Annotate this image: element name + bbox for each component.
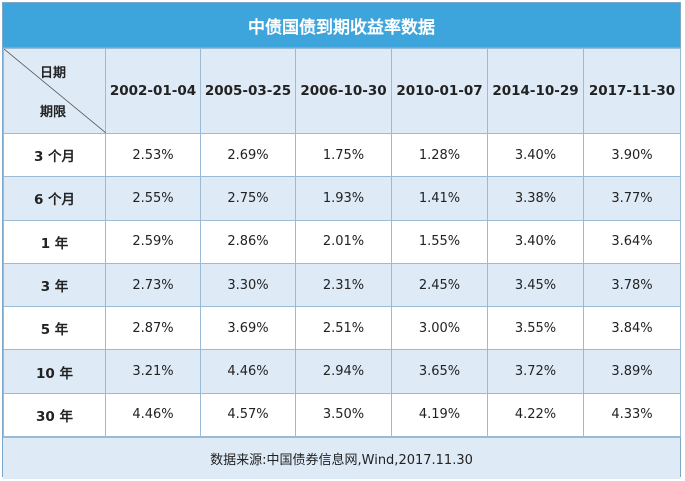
yield-cell: 3.78%	[583, 262, 681, 308]
yield-cell: 2.55%	[105, 176, 201, 221]
yield-cell: 2.59%	[105, 219, 201, 264]
yield-cell: 3.69%	[200, 306, 296, 351]
column-header: 2014-10-29	[487, 48, 584, 134]
row-term-label: 3 年	[3, 262, 106, 308]
yield-cell: 4.46%	[105, 392, 201, 438]
table-row: 10 年 3.21% 4.46% 2.94% 3.65% 3.72% 3.89%	[3, 349, 681, 394]
yield-cell: 3.00%	[391, 306, 488, 351]
column-header: 2010-01-07	[391, 48, 488, 134]
yield-cell: 2.51%	[295, 306, 392, 351]
table-title: 中债国债到期收益率数据	[3, 3, 680, 48]
column-header: 2006-10-30	[295, 48, 392, 134]
row-term-label: 10 年	[3, 349, 106, 394]
yield-cell: 2.31%	[295, 262, 392, 308]
yield-cell: 2.94%	[295, 349, 392, 394]
yield-cell: 3.84%	[583, 306, 681, 351]
yield-cell: 3.77%	[583, 176, 681, 221]
yield-cell: 3.30%	[200, 262, 296, 308]
yield-cell: 4.22%	[487, 392, 584, 438]
yield-cell: 3.55%	[487, 306, 584, 351]
table-row: 1 年 2.59% 2.86% 2.01% 1.55% 3.40% 3.64%	[3, 219, 681, 264]
yield-cell: 3.40%	[487, 132, 584, 178]
yield-cell: 2.87%	[105, 306, 201, 351]
yield-cell: 3.65%	[391, 349, 488, 394]
row-term-label: 5 年	[3, 306, 106, 351]
yield-table: 日期 期限 2002-01-04 2005-03-25 2006-10-30 2…	[3, 48, 681, 438]
row-term-label: 30 年	[3, 392, 106, 438]
table-row: 6 个月 2.55% 2.75% 1.93% 1.41% 3.38% 3.77%	[3, 176, 681, 221]
yield-cell: 4.33%	[583, 392, 681, 438]
yield-cell: 1.93%	[295, 176, 392, 221]
yield-cell: 3.50%	[295, 392, 392, 438]
yield-cell: 3.45%	[487, 262, 584, 308]
row-term-label: 1 年	[3, 219, 106, 264]
yield-cell: 3.21%	[105, 349, 201, 394]
yield-cell: 4.19%	[391, 392, 488, 438]
row-term-label: 6 个月	[3, 176, 106, 221]
yield-cell: 1.75%	[295, 132, 392, 178]
yield-cell: 3.64%	[583, 219, 681, 264]
table-row: 3 年 2.73% 3.30% 2.31% 2.45% 3.45% 3.78%	[3, 262, 681, 308]
yield-cell: 4.57%	[200, 392, 296, 438]
source-note: 数据来源:中国债券信息网,Wind,2017.11.30	[3, 437, 680, 480]
corner-date-label: 日期	[40, 66, 67, 81]
yield-cell: 2.45%	[391, 262, 488, 308]
corner-cell: 日期 期限	[3, 48, 106, 134]
column-header: 2005-03-25	[200, 48, 296, 134]
yield-cell: 1.55%	[391, 219, 488, 264]
header-row: 日期 期限 2002-01-04 2005-03-25 2006-10-30 2…	[3, 48, 681, 134]
yield-cell: 2.01%	[295, 219, 392, 264]
diagonal-divider	[4, 49, 106, 133]
yield-cell: 3.90%	[583, 132, 681, 178]
yield-cell: 4.46%	[200, 349, 296, 394]
yield-cell: 3.89%	[583, 349, 681, 394]
column-header: 2002-01-04	[105, 48, 201, 134]
yield-cell: 2.69%	[200, 132, 296, 178]
yield-cell: 3.40%	[487, 219, 584, 264]
yield-cell: 2.73%	[105, 262, 201, 308]
yield-cell: 3.38%	[487, 176, 584, 221]
table-row: 3 个月 2.53% 2.69% 1.75% 1.28% 3.40% 3.90%	[3, 132, 681, 178]
table-row: 5 年 2.87% 3.69% 2.51% 3.00% 3.55% 3.84%	[3, 306, 681, 351]
yield-cell: 1.28%	[391, 132, 488, 178]
yield-cell: 2.53%	[105, 132, 201, 178]
corner-term-label: 期限	[40, 105, 67, 120]
yield-cell: 2.86%	[200, 219, 296, 264]
yield-cell: 1.41%	[391, 176, 488, 221]
table-row: 30 年 4.46% 4.57% 3.50% 4.19% 4.22% 4.33%	[3, 392, 681, 438]
table-body: 3 个月 2.53% 2.69% 1.75% 1.28% 3.40% 3.90% 6 个月 2.…	[3, 132, 681, 438]
column-header: 2017-11-30	[583, 48, 681, 134]
row-term-label: 3 个月	[3, 132, 106, 178]
yield-cell: 2.75%	[200, 176, 296, 221]
yield-cell: 3.72%	[487, 349, 584, 394]
